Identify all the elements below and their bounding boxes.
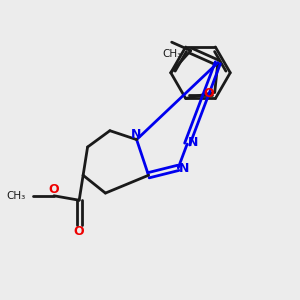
Text: N: N [179, 162, 189, 175]
Text: N: N [188, 136, 198, 149]
Text: O: O [74, 225, 85, 238]
Text: O: O [49, 183, 59, 196]
Text: CH₃: CH₃ [6, 191, 26, 201]
Text: N: N [131, 128, 141, 141]
Text: CH₃: CH₃ [163, 49, 182, 59]
Text: O: O [203, 87, 214, 100]
